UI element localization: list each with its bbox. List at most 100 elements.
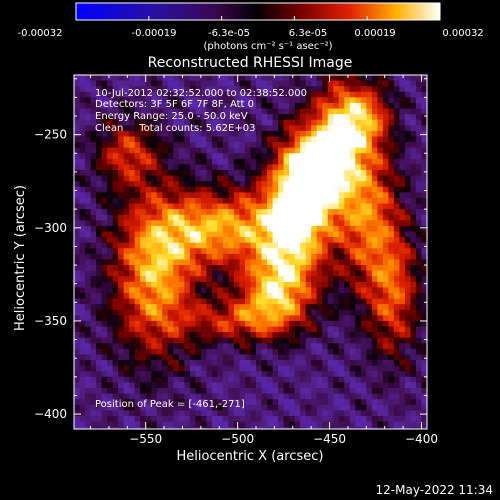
heatmap-cell: [167, 332, 174, 339]
heatmap-cell: [129, 242, 136, 249]
heatmap-cell: [300, 108, 307, 115]
heatmap-cell: [167, 304, 174, 311]
heatmap-cell: [112, 265, 119, 272]
heatmap-cell: [101, 170, 108, 177]
heatmap-cell: [283, 102, 290, 110]
heatmap-cell: [156, 393, 163, 400]
x-axis-label: Heliocentric X (arcsec): [177, 449, 324, 464]
heatmap-cell: [222, 130, 229, 137]
heatmap-cell: [294, 220, 301, 227]
heatmap-cell: [107, 91, 114, 98]
heatmap-cell: [399, 209, 406, 216]
heatmap-cell: [294, 136, 301, 143]
heatmap-cell: [316, 348, 323, 355]
heatmap-cell: [267, 404, 274, 411]
heatmap-cell: [349, 404, 356, 411]
heatmap-cell: [112, 259, 119, 266]
heatmap-cell: [333, 237, 340, 244]
heatmap-cell: [118, 242, 125, 249]
heatmap-cell: [355, 203, 362, 210]
heatmap-cell: [90, 203, 97, 210]
heatmap-cell: [129, 158, 136, 165]
heatmap-cell: [211, 108, 218, 115]
heatmap-cell: [283, 348, 290, 355]
heatmap-cell: [388, 360, 395, 367]
heatmap-cell: [173, 186, 180, 193]
heatmap-cell: [261, 393, 268, 400]
heatmap-cell: [294, 130, 301, 137]
heatmap-cell: [305, 337, 312, 344]
heatmap-cell: [140, 281, 147, 288]
heatmap-cell: [355, 125, 362, 132]
heatmap-cell: [140, 242, 147, 249]
heatmap-cell: [311, 114, 318, 121]
heatmap-cell: [195, 203, 202, 210]
heatmap-cell: [85, 376, 92, 383]
heatmap-cell: [272, 298, 279, 305]
heatmap-cell: [388, 186, 395, 193]
heatmap-cell: [112, 287, 119, 294]
heatmap-cell: [189, 197, 196, 205]
heatmap-cell: [217, 276, 224, 283]
heatmap-cell: [278, 86, 285, 93]
heatmap-cell: [134, 365, 141, 372]
heatmap-cell: [316, 259, 323, 266]
heatmap-cell: [283, 248, 290, 255]
heatmap-cell: [344, 270, 351, 277]
heatmap-cell: [349, 97, 356, 104]
heatmap-cell: [267, 276, 274, 283]
heatmap-cell: [333, 214, 340, 221]
heatmap-cell: [151, 181, 158, 188]
heatmap-cell: [112, 393, 119, 400]
heatmap-cell: [399, 298, 406, 305]
heatmap-cell: [415, 326, 422, 333]
heatmap-cell: [267, 97, 274, 104]
heatmap-cell: [316, 225, 323, 233]
heatmap-cell: [272, 382, 279, 389]
heatmap-cell: [145, 265, 152, 272]
heatmap-cell: [167, 309, 174, 316]
heatmap-cell: [327, 410, 334, 417]
heatmap-cell: [415, 75, 422, 82]
heatmap-cell: [404, 343, 411, 350]
heatmap-cell: [333, 209, 340, 216]
heatmap-cell: [355, 186, 362, 193]
heatmap-cell: [250, 242, 257, 249]
heatmap-cell: [355, 91, 362, 98]
heatmap-cell: [360, 332, 367, 339]
heatmap-cell: [222, 393, 229, 400]
heatmap-cell: [338, 237, 345, 244]
heatmap-cell: [278, 142, 285, 149]
heatmap-cell: [272, 231, 279, 238]
heatmap-cell: [140, 292, 147, 300]
heatmap-cell: [377, 388, 384, 395]
heatmap-cell: [410, 253, 417, 260]
heatmap-cell: [233, 354, 240, 361]
heatmap-cell: [178, 214, 185, 221]
heatmap-cell: [123, 203, 130, 210]
heatmap-cell: [222, 220, 229, 227]
heatmap-cell: [244, 265, 251, 272]
heatmap-cell: [129, 348, 136, 355]
heatmap-cell: [189, 225, 196, 233]
heatmap-cell: [228, 86, 235, 93]
heatmap-cell: [112, 130, 119, 137]
heatmap-cell: [322, 276, 329, 283]
heatmap-cell: [421, 147, 427, 154]
heatmap-cell: [228, 130, 235, 137]
heatmap-cell: [228, 326, 235, 333]
heatmap-cell: [85, 276, 92, 283]
heatmap-cell: [123, 130, 130, 137]
heatmap-cell: [173, 326, 180, 333]
heatmap-cell: [145, 170, 152, 177]
heatmap-cell: [134, 214, 141, 221]
heatmap-cell: [206, 326, 213, 333]
heatmap-cell: [244, 343, 251, 350]
heatmap-cell: [399, 326, 406, 333]
heatmap-cell: [200, 125, 207, 132]
heatmap-cell: [371, 393, 378, 400]
heatmap-cell: [123, 304, 130, 311]
heatmap-cell: [349, 399, 356, 406]
heatmap-cell: [200, 292, 207, 300]
heatmap-cell: [388, 259, 395, 266]
